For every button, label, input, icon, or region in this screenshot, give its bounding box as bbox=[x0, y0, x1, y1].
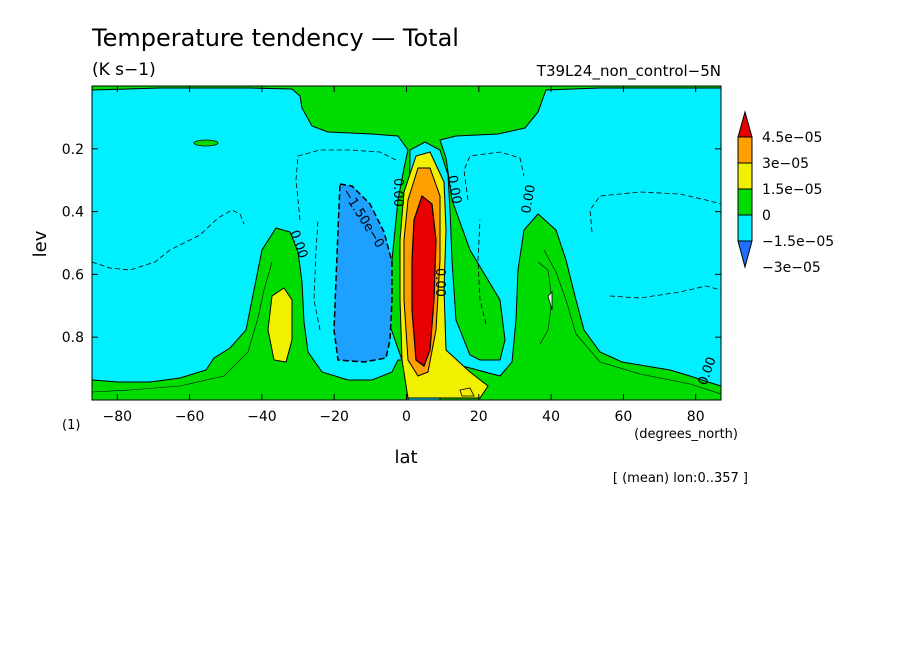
x-axis-ticks: −80 −60 −40 −20 0 20 40 60 80 bbox=[103, 86, 705, 425]
contour-dashed-east2 bbox=[589, 191, 721, 233]
colorbar-segment bbox=[737, 214, 753, 242]
contour-dashed-west bbox=[92, 209, 245, 271]
x-tick-label: −80 bbox=[103, 409, 133, 425]
plot-area: −1.50e−0 0.00 0.00 0.00 0.00 0.00 0.00 −… bbox=[62, 85, 722, 425]
contour-label-3: 0.00 bbox=[519, 184, 539, 215]
chart-title: Temperature tendency — Total bbox=[91, 24, 459, 52]
contour-wedge bbox=[547, 291, 553, 311]
colorbar-label: 4.5e−05 bbox=[762, 130, 822, 146]
x-tick-label: 60 bbox=[614, 409, 632, 425]
colorbar-label: −3e−05 bbox=[762, 260, 821, 276]
x-tick-label: 20 bbox=[470, 409, 488, 425]
field-green-blob bbox=[193, 139, 219, 147]
field-red-core bbox=[411, 194, 437, 367]
colorbar-segment bbox=[737, 162, 753, 190]
y-tick-label: 0.2 bbox=[62, 142, 84, 158]
run-name: T39L24_non_control−5N bbox=[536, 62, 721, 81]
y-axis-units: (1) bbox=[62, 418, 80, 433]
contour-green-west bbox=[92, 261, 273, 393]
y-tick-label: 0.6 bbox=[62, 267, 84, 283]
contour-dashed-east3 bbox=[609, 285, 721, 299]
y-axis-label: lev bbox=[30, 230, 51, 257]
contour-dashed-east bbox=[463, 151, 525, 201]
field-bottom-green bbox=[92, 227, 409, 400]
x-tick-label: −60 bbox=[175, 409, 205, 425]
field-yellow-dot bbox=[459, 387, 475, 397]
chart-units: (K s−1) bbox=[92, 60, 156, 80]
colorbar-extend-bottom bbox=[737, 240, 753, 269]
contour-label-2: 0.00 bbox=[444, 174, 464, 205]
colorbar-label: 3e−05 bbox=[762, 156, 809, 172]
colorbar: 4.5e−05 3e−05 1.5e−05 0 −1.5e−05 −3e−05 bbox=[737, 110, 834, 276]
x-tick-label: 80 bbox=[687, 409, 705, 425]
colorbar-segment bbox=[737, 188, 753, 216]
colorbar-label: 0 bbox=[762, 208, 771, 224]
contour-dashed-west2 bbox=[295, 149, 397, 221]
x-axis-units: (degrees_north) bbox=[634, 427, 738, 442]
contour-label-1: 0.00 bbox=[390, 178, 405, 207]
field-yellow-west bbox=[267, 287, 293, 363]
field-blue-negative bbox=[333, 183, 393, 363]
x-tick-label: −40 bbox=[247, 409, 277, 425]
colorbar-segment bbox=[737, 136, 753, 164]
colorbar-label: −1.5e−05 bbox=[762, 234, 834, 250]
y-tick-label: 0.8 bbox=[62, 330, 84, 346]
x-tick-label: 0 bbox=[402, 409, 411, 425]
colorbar-extend-top bbox=[737, 110, 753, 138]
footnote: [ (mean) lon:0..357 ] bbox=[613, 471, 748, 486]
x-tick-label: −20 bbox=[319, 409, 349, 425]
x-axis-label: lat bbox=[394, 447, 417, 468]
contour-dashed-eastmid bbox=[477, 219, 487, 325]
contour-green-east bbox=[543, 249, 721, 395]
colorbar-label: 1.5e−05 bbox=[762, 182, 822, 198]
x-tick-label: 40 bbox=[542, 409, 560, 425]
contour-label-4: 0.00 bbox=[432, 268, 447, 297]
y-axis-ticks: 0.2 0.4 0.6 0.8 bbox=[62, 142, 721, 346]
y-tick-label: 0.4 bbox=[62, 205, 84, 221]
